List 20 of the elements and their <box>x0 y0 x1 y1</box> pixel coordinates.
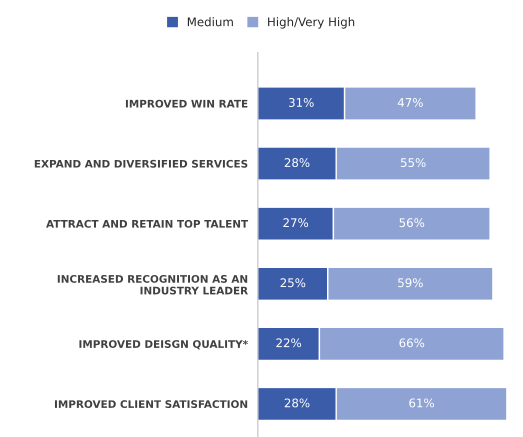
data-label: 55% <box>400 158 426 168</box>
y-tick-label: EXPAND AND DIVERSIFIED SERVICES <box>34 160 248 168</box>
data-label: 66% <box>399 338 424 348</box>
data-label: 47% <box>398 98 423 107</box>
y-tick-label: INCREASED RECOGNITION AS AN INDUSTRY LEADER <box>58 274 248 295</box>
legend-label: Medium <box>188 17 233 26</box>
y-tick-label: IMPROVED CLIENT SATISFACTION <box>55 400 248 408</box>
data-label: 28% <box>284 158 310 168</box>
data-label: 25% <box>280 278 306 288</box>
data-label: 59% <box>398 278 423 288</box>
data-label: 28% <box>284 398 310 408</box>
y-tick-label: IMPROVED WIN RATE <box>126 100 248 108</box>
y-tick-label: IMPROVED DEISGN QUALITY* <box>79 340 248 350</box>
data-label: 22% <box>276 338 302 348</box>
data-label: 31% <box>288 98 314 107</box>
y-tick-label: ATTRACT AND RETAIN TOP TALENT <box>46 220 248 228</box>
legend-label: High/Very High <box>268 17 354 29</box>
data-label: 61% <box>409 398 434 408</box>
data-label: 56% <box>400 218 424 228</box>
data-label: 27% <box>283 218 308 228</box>
